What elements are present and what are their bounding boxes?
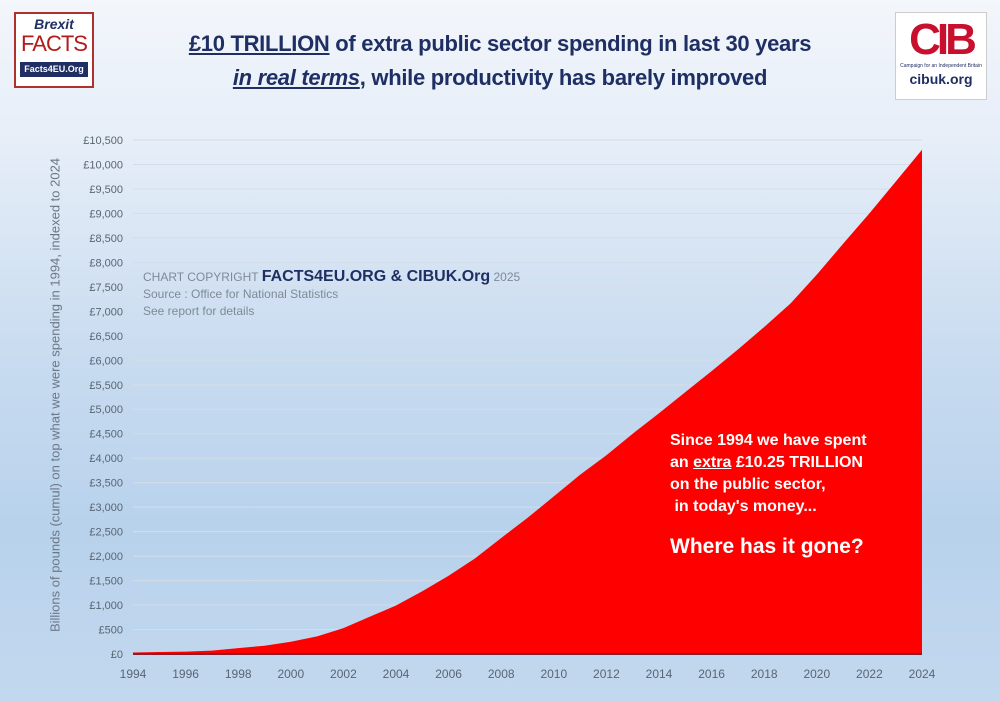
y-tick-label: £10,500 [83,135,123,147]
logo-text: Facts4EU.Org [20,62,88,77]
title-rest: of extra public sector spending in last … [329,31,812,56]
logo-mark: CIB [909,15,977,64]
y-axis-label: Billions of pounds (cumul) on top what w… [47,157,63,633]
x-tick-label: 2008 [488,667,515,681]
logo-tagline: Campaign for an Independent Britain [900,63,982,69]
y-tick-label: £8,000 [89,257,123,269]
y-tick-label: £5,500 [89,380,123,392]
y-tick-label: £10,000 [83,159,123,171]
annotation-line: an extra £10.25 TRILLION [670,452,867,474]
title-rest: , while productivity has barely improved [359,65,768,90]
source-note: Source : Office for National Statistics [143,287,339,301]
y-tick-label: £9,000 [89,208,123,220]
area-series [133,149,922,655]
copyright-owners: FACTS4EU.ORG & CIBUK.Org [261,268,491,285]
x-tick-label: 2010 [540,667,567,681]
cib-logo: CIB Campaign for an Independent Britain … [895,12,987,100]
annotation-question: Where has it gone? [670,535,864,558]
x-tick-label: 2018 [751,667,778,681]
annotation: Since 1994 we have spent an extra £10.25… [670,430,867,558]
copyright-prefix: CHART COPYRIGHT [143,270,262,284]
annotation-line: in today's money... [670,498,817,515]
y-tick-label: £6,000 [89,355,123,367]
y-tick-label: £0 [111,649,123,661]
x-tick-label: 1996 [172,667,199,681]
y-tick-label: £3,500 [89,478,123,490]
annotation-text: an [670,454,694,471]
y-tick-label: £1,500 [89,576,123,588]
x-tick-label: 2020 [803,667,830,681]
x-tick-label: 2006 [435,667,462,681]
chart-title-line1: £10 TRILLION of extra public sector spen… [100,30,900,58]
title-emphasis: in real terms [232,65,360,90]
x-tick-label: 2016 [698,667,725,681]
logo-text: Brexit [34,16,74,32]
brexit-facts-logo: Brexit FACTS Facts4EU.Org [14,12,94,88]
annotation-line: Since 1994 we have spent [670,432,867,449]
y-tick-label: £4,500 [89,429,123,441]
x-tick-label: 2002 [330,667,357,681]
y-tick-label: £500 [99,625,123,637]
y-tick-label: £7,500 [89,282,123,294]
title-emphasis: £10 TRILLION [188,31,330,56]
y-tick-label: £6,500 [89,331,123,343]
y-tick-label: £3,000 [89,502,123,514]
y-tick-label: £4,000 [89,453,123,465]
x-tick-label: 2012 [593,667,620,681]
x-tick-label: 2014 [646,667,673,681]
y-tick-label: £5,000 [89,404,123,416]
annotation-line: on the public sector, [670,476,826,493]
x-tick-label: 2000 [277,667,304,681]
x-tick-label: 1998 [225,667,252,681]
logo-text: FACTS [21,31,88,56]
chart-title-line2: in real terms, while productivity has ba… [100,64,900,92]
x-tick-label: 2022 [856,667,883,681]
y-tick-label: £2,000 [89,551,123,563]
x-tick-label: 2024 [909,667,936,681]
y-tick-label: £7,000 [89,306,123,318]
x-tick-label: 2004 [383,667,410,681]
y-tick-label: £1,000 [89,600,123,612]
y-tick-label: £8,500 [89,233,123,245]
x-tick-label: 1994 [120,667,147,681]
annotation-emphasis: extra [693,454,732,471]
copyright-year: 2025 [490,270,521,284]
y-tick-label: £2,500 [89,527,123,539]
y-tick-label: £9,500 [89,184,123,196]
logo-site: cibuk.org [909,71,973,87]
report-note: See report for details [143,304,255,318]
copyright-note: CHART COPYRIGHT FACTS4EU.ORG & CIBUK.Org… [143,268,520,320]
annotation-text: £10.25 TRILLION [731,454,863,471]
